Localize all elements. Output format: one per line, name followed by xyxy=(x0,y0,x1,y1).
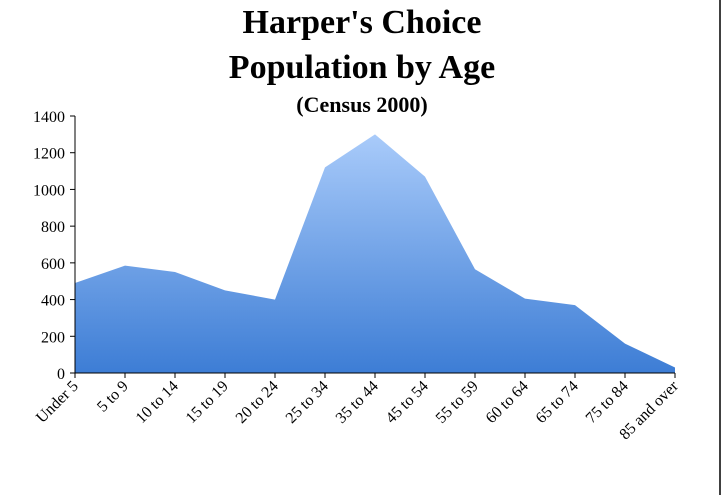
y-tick-label: 1000 xyxy=(33,182,65,199)
x-tick-label: 35 to 44 xyxy=(333,378,382,427)
area xyxy=(75,134,675,373)
y-tick-label: 200 xyxy=(41,329,65,346)
x-tick-label: 55 to 59 xyxy=(433,378,482,427)
y-tick-label: 1400 xyxy=(33,109,65,126)
x-tick-label: 15 to 19 xyxy=(183,378,232,427)
x-tick-label: 10 to 14 xyxy=(133,378,182,427)
x-tick-label: 5 to 9 xyxy=(94,378,132,416)
x-tick-label: 60 to 64 xyxy=(483,378,532,427)
x-tick-label: Under 5 xyxy=(33,378,82,427)
y-tick-label: 800 xyxy=(41,219,65,236)
x-tick-label: 75 to 84 xyxy=(583,378,632,427)
chart-title: Population by Age xyxy=(229,49,495,86)
y-tick-label: 600 xyxy=(41,256,65,273)
x-tick-label: 65 to 74 xyxy=(533,378,582,427)
chart-subtitle: (Census 2000) xyxy=(296,92,427,117)
x-tick-label: 20 to 24 xyxy=(233,378,282,427)
x-tick-label: 45 to 54 xyxy=(383,378,432,427)
y-tick-label: 1200 xyxy=(33,146,65,163)
y-tick-label: 400 xyxy=(41,293,65,310)
chart-title: Harper's Choice xyxy=(243,4,482,41)
y-tick-label: 0 xyxy=(57,366,65,383)
x-tick-label: 25 to 34 xyxy=(283,378,332,427)
